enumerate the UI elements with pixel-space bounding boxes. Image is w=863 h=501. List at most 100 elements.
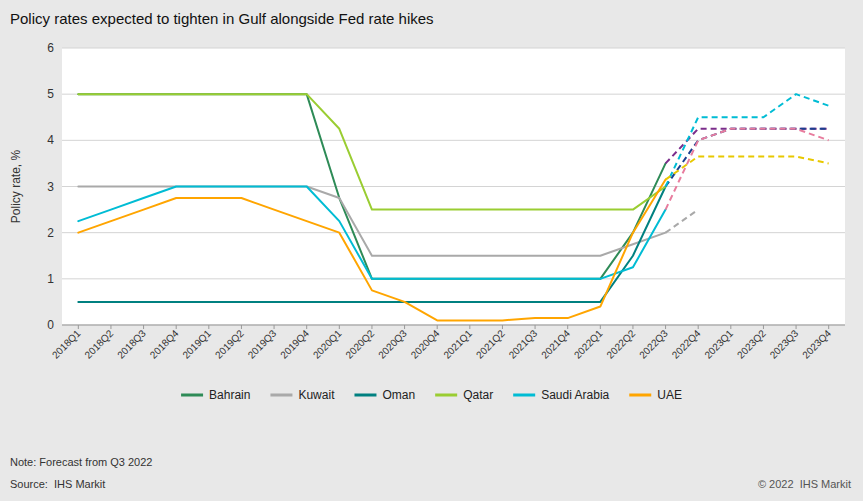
x-tick-label: 2023Q2 — [735, 327, 768, 360]
x-tick — [78, 325, 79, 329]
x-tick-label: 2019Q3 — [246, 327, 279, 360]
x-tick-label: 2021Q1 — [441, 327, 474, 360]
legend-item: UAE — [629, 388, 682, 402]
x-tick — [274, 325, 275, 329]
x-tick-label: 2021Q4 — [539, 327, 572, 360]
x-tick-label: 2018Q1 — [50, 327, 83, 360]
x-tick — [567, 325, 568, 329]
series-line — [666, 129, 829, 187]
x-tick-label: 2021Q3 — [507, 327, 540, 360]
x-tick-label: 2020Q4 — [409, 327, 442, 360]
grid-line — [62, 325, 845, 326]
legend-item: Kuwait — [270, 388, 335, 402]
plot-area — [62, 48, 845, 325]
x-tick-label: 2022Q4 — [670, 327, 703, 360]
series-line — [78, 187, 665, 302]
legend-swatch — [629, 394, 651, 397]
y-axis-label: Policy rate, % — [9, 149, 23, 223]
x-tick-label: 2019Q2 — [213, 327, 246, 360]
grid-line — [62, 232, 845, 233]
x-tick-label: 2022Q1 — [572, 327, 605, 360]
legend-swatch — [513, 394, 535, 397]
legend-label: Kuwait — [298, 388, 335, 402]
grid-line — [62, 48, 845, 49]
series-line — [78, 187, 665, 256]
legend-swatch — [354, 394, 376, 397]
y-tick-label: 0 — [47, 318, 54, 332]
x-tick — [502, 325, 503, 329]
x-tick — [208, 325, 209, 329]
y-tick-label: 5 — [47, 87, 54, 101]
x-tick-label: 2023Q1 — [702, 327, 735, 360]
legend-item: Bahrain — [181, 388, 250, 402]
x-tick-label: 2018Q4 — [148, 327, 181, 360]
series-line — [666, 94, 829, 186]
y-tick-label: 2 — [47, 226, 54, 240]
y-tick-label: 6 — [47, 41, 54, 55]
legend-swatch — [435, 394, 457, 397]
x-axis-line — [62, 325, 845, 326]
legend-item: Oman — [354, 388, 415, 402]
legend-label: Qatar — [463, 388, 493, 402]
x-tick — [437, 325, 438, 329]
series-line — [78, 94, 665, 209]
background — [0, 0, 863, 501]
series-line — [78, 180, 665, 321]
x-tick-label: 2022Q3 — [637, 327, 670, 360]
x-tick — [730, 325, 731, 329]
legend-label: UAE — [657, 388, 682, 402]
x-tick — [306, 325, 307, 329]
chart: Policy rates expected to tighten in Gulf… — [0, 0, 863, 501]
legend-swatch — [270, 394, 292, 397]
x-tick — [665, 325, 666, 329]
x-tick — [371, 325, 372, 329]
x-tick — [339, 325, 340, 329]
x-tick — [176, 325, 177, 329]
series-line — [78, 187, 665, 279]
legend-item: Qatar — [435, 388, 493, 402]
lines — [78, 94, 828, 320]
x-tick-label: 2019Q4 — [278, 327, 311, 360]
x-tick-label: 2022Q2 — [604, 327, 637, 360]
x-tick-label: 2021Q2 — [474, 327, 507, 360]
legend-swatch — [181, 394, 203, 397]
copyright: © 2022 IHS Markit — [758, 478, 851, 490]
x-tick — [763, 325, 764, 329]
legend: Bahrain Kuwait Oman Qatar Saudi Arabia UAE — [181, 388, 682, 402]
x-tick — [796, 325, 797, 329]
series-line — [666, 129, 829, 210]
source: Source: IHS Markit — [10, 478, 105, 490]
x-tick — [828, 325, 829, 329]
x-tick-label: 2018Q2 — [82, 327, 115, 360]
series-line — [78, 94, 665, 279]
x-tick — [143, 325, 144, 329]
x-tick — [698, 325, 699, 329]
grid-line — [62, 140, 845, 141]
x-tick-label: 2023Q3 — [768, 327, 801, 360]
x-tick — [241, 325, 242, 329]
x-tick-label: 2023Q4 — [800, 327, 833, 360]
title: Policy rates expected to tighten in Gulf… — [10, 10, 434, 27]
series-line — [666, 210, 699, 233]
legend-label: Saudi Arabia — [541, 388, 609, 402]
y-tick-label: 4 — [47, 133, 54, 147]
x-tick — [110, 325, 111, 329]
note: Note: Forecast from Q3 2022 — [10, 456, 152, 468]
x-tick — [632, 325, 633, 329]
x-tick-label: 2020Q2 — [343, 327, 376, 360]
x-tick — [535, 325, 536, 329]
y-tick-label: 3 — [47, 180, 54, 194]
series-line — [666, 129, 829, 164]
legend-label: Oman — [382, 388, 415, 402]
x-tick-label: 2019Q1 — [180, 327, 213, 360]
x-tick-label: 2018Q3 — [115, 327, 148, 360]
y-tick-label: 1 — [47, 272, 54, 286]
series-line — [666, 156, 829, 179]
y-grid — [62, 48, 845, 325]
x-tick — [469, 325, 470, 329]
legend-label: Bahrain — [209, 388, 250, 402]
x-tick — [404, 325, 405, 329]
legend-item: Saudi Arabia — [513, 388, 609, 402]
x-tick-label: 2020Q3 — [376, 327, 409, 360]
x-tick-label: 2020Q1 — [311, 327, 344, 360]
